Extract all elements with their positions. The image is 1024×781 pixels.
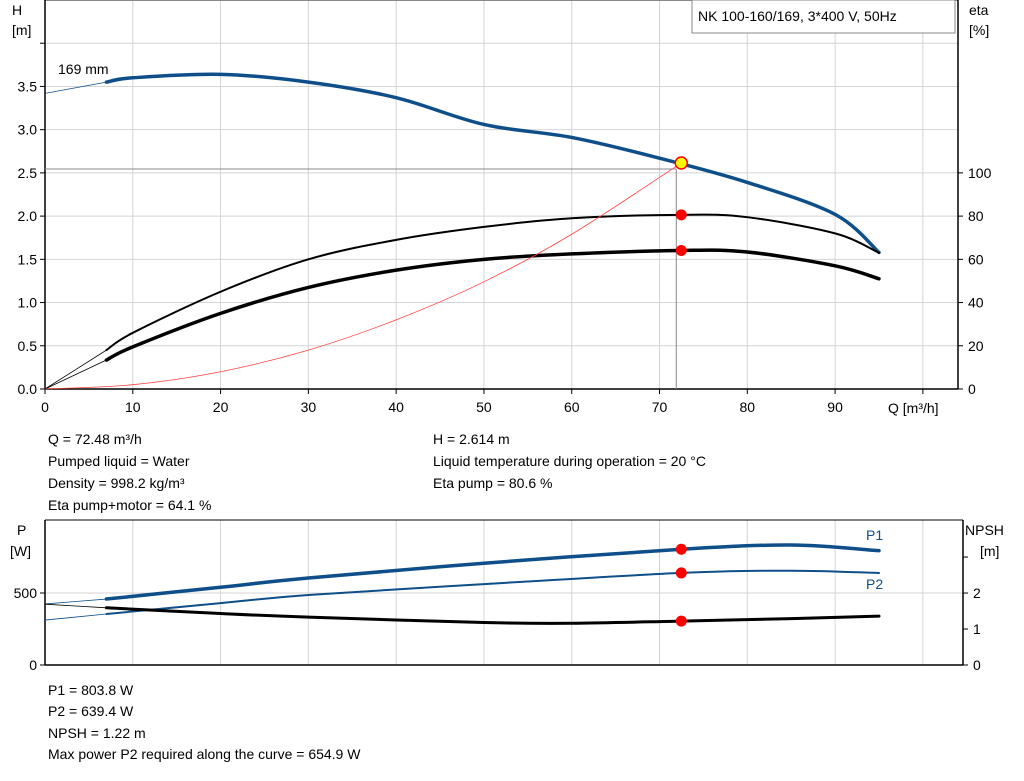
x-tick-label: 50 (476, 399, 492, 415)
info-temperature: Liquid temperature during operation = 20… (433, 453, 706, 469)
bottom-chart-grid (44, 519, 964, 666)
info-eta-total: Eta pump+motor = 64.1 % (48, 497, 211, 513)
y2-tick-label: 80 (968, 208, 984, 224)
title-text: NK 100-160/169, 3*400 V, 50Hz (698, 8, 897, 24)
top-chart-grid (44, 0, 959, 390)
y2-tick-label: 40 (968, 295, 984, 311)
y-tick-label: 1.0 (18, 295, 38, 311)
y-tick-label: 3.5 (18, 78, 38, 94)
info-eta-pump: Eta pump = 80.6 % (433, 475, 552, 491)
x-tick-label: 60 (564, 399, 580, 415)
x-tick-label: 80 (740, 399, 756, 415)
tick-labels: 0 10 20 30 40 50 60 70 80 900.00.51.01.52.02.53.0… (14, 42, 992, 673)
y-axis-unit-h: [m] (12, 22, 31, 38)
x-tick-label: 20 (213, 399, 229, 415)
eta_pump-extrapolated-line (44, 349, 107, 390)
y2-axis-unit-npsh: [m] (980, 543, 999, 559)
info-density: Density = 998.2 kg/m³ (48, 475, 185, 491)
y2-axis-label-eta: eta (969, 2, 989, 18)
p1-extrapolated-line (44, 598, 107, 605)
impeller-label: 169 mm (58, 61, 109, 77)
y-tick-label: 3.0 (18, 122, 38, 138)
duty-point-npsh (675, 615, 687, 627)
y2-tick-label: 20 (968, 338, 984, 354)
info-p2: P2 = 639.4 W (48, 703, 134, 719)
npsh-extrapolated-line (44, 603, 107, 609)
y2-tick-label: 100 (968, 165, 992, 181)
y-tick-label: 0.0 (18, 381, 38, 397)
info-p1: P1 = 803.8 W (48, 682, 134, 698)
bottom-y2-tick-label: 1 (973, 621, 981, 637)
duty-point-p2 (675, 567, 687, 579)
p2-series-label: P2 (866, 576, 883, 592)
title-box (691, 0, 956, 34)
y-axis-label-p: P (17, 522, 26, 538)
bottom-y-tick-label: 500 (14, 585, 38, 601)
info-h: H = 2.614 m (433, 431, 510, 447)
duty-point-head (674, 156, 689, 170)
y-tick-label: 0.5 (18, 338, 38, 354)
y-tick-label: 2.0 (18, 208, 38, 224)
x-tick-label: 0 (41, 399, 49, 415)
duty-point-eta-total (675, 244, 687, 256)
curves (44, 72, 881, 627)
head-extrapolated-line (44, 81, 107, 94)
bottom-y2-tick-label: 0 (973, 657, 981, 673)
info-npsh: NPSH = 1.22 m (48, 725, 146, 741)
system-curve (44, 162, 682, 390)
eta_total-extrapolated-line (44, 359, 107, 390)
info-q: Q = 72.48 m³/h (48, 431, 142, 447)
y-tick-label: 1.5 (18, 251, 38, 267)
x-tick-label: 90 (827, 399, 843, 415)
info-liquid: Pumped liquid = Water (48, 453, 190, 469)
p1-curve (104, 543, 881, 601)
x-tick-label: 30 (301, 399, 317, 415)
y2-axis-label-npsh: NPSH (965, 522, 1004, 538)
y2-tick-label: 0 (968, 381, 976, 397)
duty-point-p1 (675, 543, 687, 555)
bottom-y-tick-label: 0 (29, 657, 37, 673)
y2-axis-unit-eta: [%] (969, 22, 989, 38)
info-max-p2: Max power P2 required along the curve = … (48, 746, 361, 762)
x-tick-label: 70 (652, 399, 668, 415)
x-tick-label: 40 (388, 399, 404, 415)
p2-curve (105, 569, 880, 616)
y-tick-label: 2.5 (18, 165, 38, 181)
y-axis-label-h: H (12, 2, 22, 18)
duty-point-eta-pump (675, 209, 687, 221)
x-axis-label: Q [m³/h] (888, 400, 939, 416)
eta_pump-curve (105, 213, 880, 352)
eta_total-curve (104, 248, 881, 362)
y2-tick-label: 60 (968, 251, 984, 267)
p1-series-label: P1 (866, 527, 883, 543)
bottom-y2-tick-label: 2 (973, 585, 981, 601)
head-curve (104, 72, 881, 255)
y-axis-unit-p: [W] (10, 543, 31, 559)
npsh-curve (104, 606, 881, 625)
p2-extrapolated-line (44, 613, 107, 621)
x-tick-label: 10 (125, 399, 141, 415)
